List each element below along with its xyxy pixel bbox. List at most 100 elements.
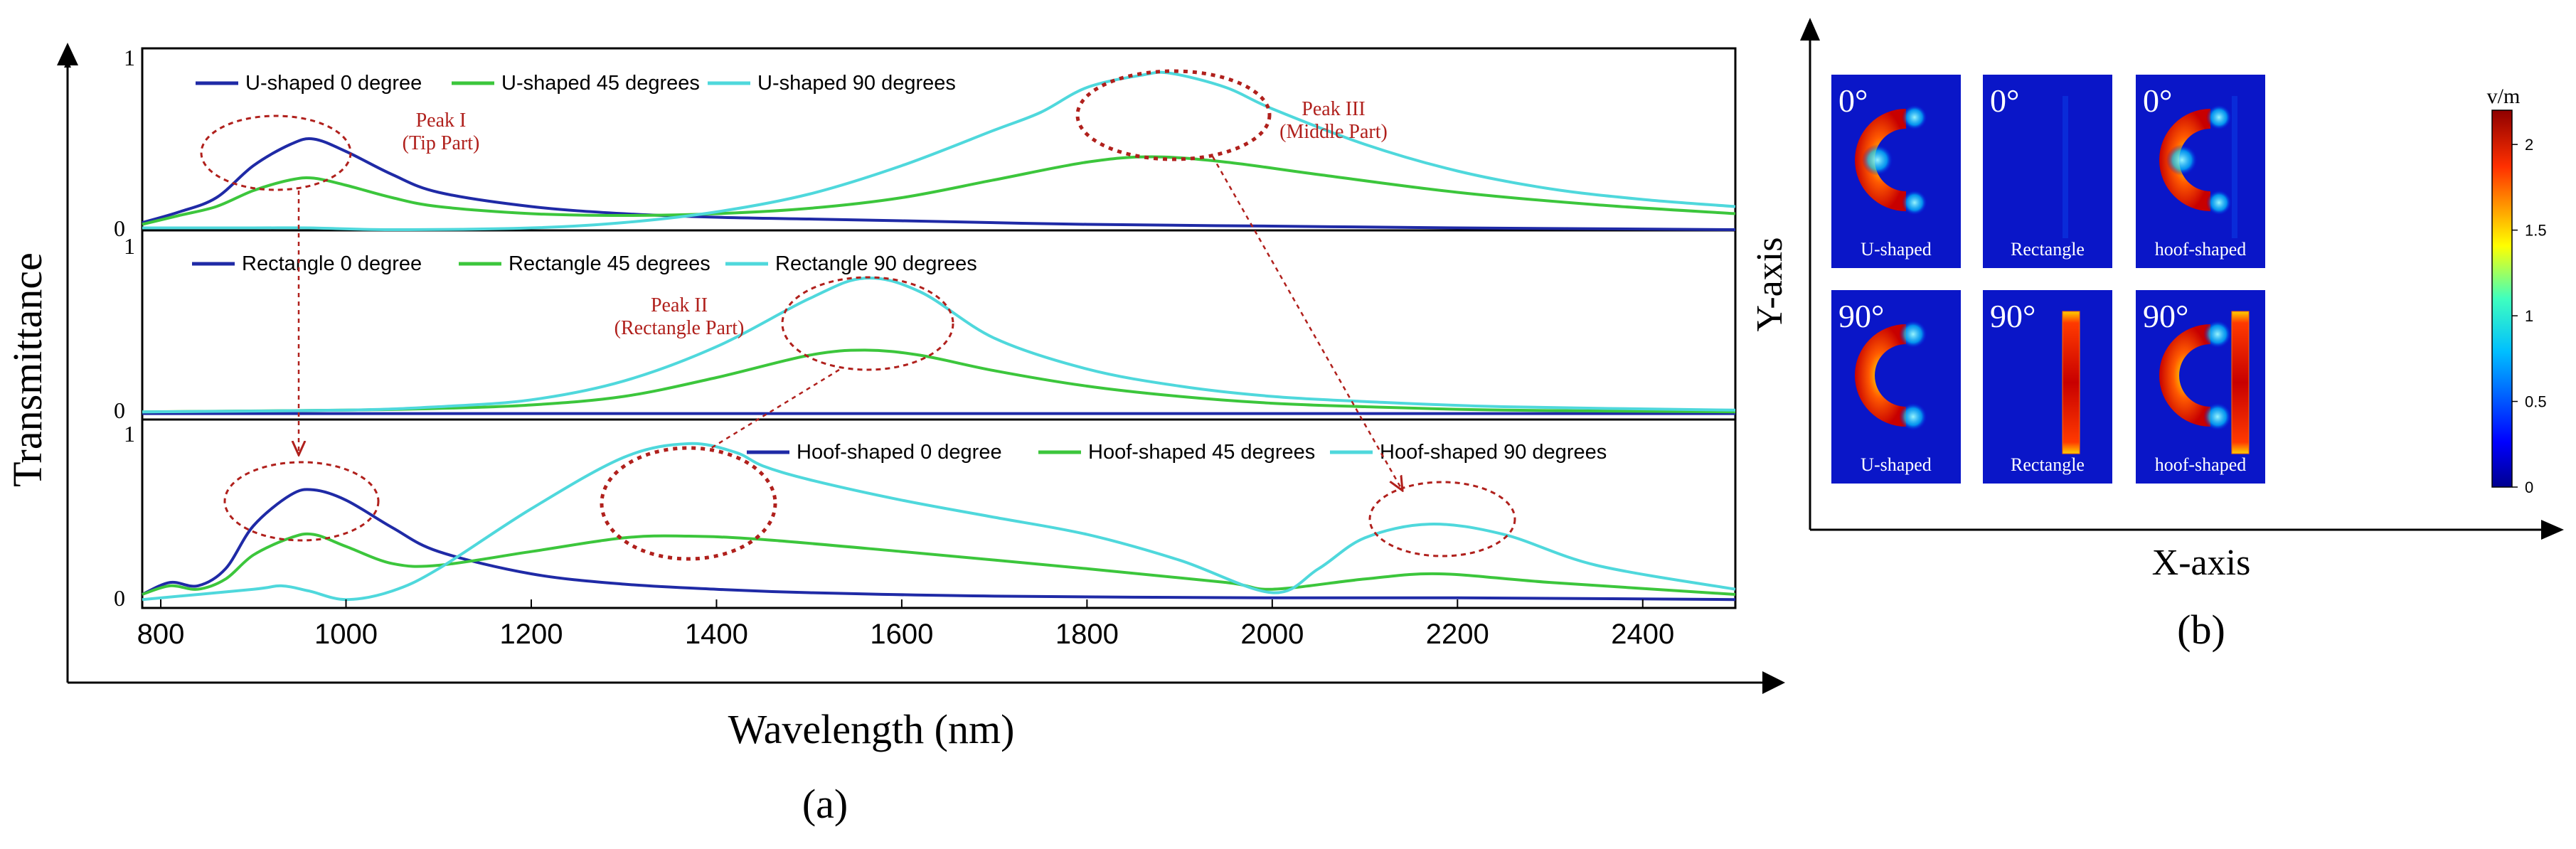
series-line-rectangle-90-degrees: [142, 276, 1736, 414]
annotations: Peak I (Tip Part) Peak II (Rectangle Part)…: [200, 69, 1516, 561]
y-axis-arrowhead-b: [1800, 18, 1820, 41]
peak-ii-ellipse-middle: [781, 276, 954, 371]
field-hotspot: [1902, 105, 1927, 130]
field-map-angle: 0°: [1990, 82, 2019, 119]
y-axis-title: Transmittance: [4, 252, 50, 487]
x-tick-label: 800: [137, 619, 185, 650]
field-c-shape: [2159, 324, 2210, 427]
peak-ii-ellipse-bottom: [600, 446, 777, 561]
legend-label: Rectangle 0 degree: [242, 252, 422, 275]
field-map-u-shaped-90: 90° U-shaped: [1831, 290, 1961, 484]
x-tick-label: 2000: [1240, 619, 1304, 650]
series-line-hoof-shaped-90-degrees: [142, 442, 1736, 602]
annotation-line: (Tip Part): [403, 132, 480, 154]
field-bar-weak: [2063, 96, 2068, 238]
series-line-hoof-shaped-45-degrees: [142, 532, 1736, 596]
panel-a-label: (a): [802, 781, 848, 827]
legend-label: Hoof-shaped 0 degree: [797, 441, 1002, 464]
field-bar-weak: [2232, 96, 2237, 238]
colorbar-tick-label: 1.5: [2525, 222, 2547, 240]
field-hotspot: [2206, 105, 2232, 130]
field-map-rectangle-90: 90° Rectangle: [1983, 290, 2112, 484]
field-map-angle: 90°: [1838, 298, 1884, 334]
colorbar-unit: v/m: [2487, 85, 2521, 108]
colorbar-tick-label: 0.5: [2525, 393, 2547, 411]
panel-b-label: (b): [2177, 607, 2225, 653]
series-line-u-shaped-90-degrees: [142, 70, 1736, 231]
legend-label: Rectangle 45 degrees: [509, 252, 710, 275]
x-axis-arrowhead: [1762, 671, 1785, 694]
field-hotspot: [2203, 320, 2232, 348]
field-map-shape-label: U-shaped: [1861, 239, 1932, 260]
y-tick-label: 0: [114, 397, 125, 423]
panel-a: U-shaped 0 degree U-shaped 45 degrees U-sh…: [4, 43, 1785, 827]
colorbar: [2491, 110, 2513, 488]
y-tick-label: 1: [124, 45, 135, 70]
legend-label: Hoof-shaped 45 degrees: [1088, 441, 1315, 464]
plot-frame: [141, 47, 1737, 609]
peak-ii-label: Peak II (Rectangle Part): [614, 294, 745, 339]
legend-label: U-shaped 45 degrees: [501, 72, 700, 95]
x-tick-label: 1800: [1055, 619, 1119, 650]
field-hotspot: [2203, 402, 2232, 431]
peak-iii-ellipse-bottom: [1368, 481, 1516, 557]
y-tick-label: 1: [124, 421, 135, 447]
field-c-shape: [1854, 324, 1906, 427]
spectra-curves: [142, 70, 1736, 602]
colorbar-tick-label: 0: [2525, 479, 2533, 496]
panel-b: 0° U-shaped 0° Rectangle 0° hoof-shaped 90° U-s…: [1750, 18, 2564, 653]
legend-label: Hoof-shaped 90 degrees: [1380, 441, 1607, 464]
field-map-hoof-shaped-0: 0° hoof-shaped: [2136, 75, 2265, 268]
field-bar: [2231, 311, 2250, 454]
field-hotspot: [2166, 144, 2198, 176]
colorbar-ticks: 0 0.5 1 1.5 2: [2512, 136, 2547, 496]
annotation-line: Peak III: [1302, 98, 1365, 120]
peak-iii-label: Peak III (Middle Part): [1279, 98, 1388, 143]
field-map-background: [1831, 75, 1961, 268]
x-axis-title: Wavelength (nm): [728, 706, 1015, 752]
field-hotspot: [1899, 320, 1927, 348]
x-tick-label: 2200: [1426, 619, 1489, 650]
series-line-hoof-shaped-0-degree: [142, 488, 1736, 602]
field-map-shape-label: Rectangle: [2011, 454, 2085, 475]
annotation-line: (Middle Part): [1279, 121, 1388, 143]
x-tick-label: 1000: [314, 619, 378, 650]
field-map-angle: 90°: [2143, 298, 2188, 334]
field-map-shape-label: Rectangle: [2011, 239, 2085, 260]
field-map-shape-label: hoof-shaped: [2155, 239, 2247, 260]
field-c-shape: [2159, 109, 2210, 211]
x-tick-label: 1600: [870, 619, 933, 650]
field-map-u-shaped-0: 0° U-shaped: [1831, 75, 1961, 268]
legend-label: Rectangle 90 degrees: [775, 252, 977, 275]
legend-label: U-shaped 0 degree: [245, 72, 422, 95]
field-map-shape-label: U-shaped: [1861, 454, 1932, 475]
peak-i-ellipse-bottom: [223, 461, 380, 542]
field-map-hoof-shaped-90: 90° hoof-shaped: [2136, 290, 2265, 484]
field-bar: [2062, 311, 2080, 454]
field-c-shape: [1855, 109, 1906, 211]
field-hotspot: [1862, 144, 1893, 176]
field-map-background: [1983, 75, 2112, 268]
field-map-background: [2136, 75, 2265, 268]
colorbar-tick-label: 1: [2525, 307, 2533, 325]
y-tick-label: 1: [124, 233, 135, 259]
y-axis-title-b: Y-axis: [1750, 237, 1790, 332]
legend-label: U-shaped 90 degrees: [757, 72, 956, 95]
field-maps: 0° U-shaped 0° Rectangle 0° hoof-shaped 90° U-s…: [1831, 75, 2265, 484]
field-map-angle: 0°: [1838, 82, 1868, 119]
field-map-rectangle-0: 0° Rectangle: [1983, 75, 2112, 268]
x-tick-label: 1200: [499, 619, 563, 650]
x-axis-title-b: X-axis: [2152, 543, 2251, 583]
x-axis-arrowhead-b: [2541, 520, 2564, 540]
x-tick-label: 2400: [1611, 619, 1674, 650]
y-axis-arrowhead: [57, 43, 78, 65]
field-hotspot: [2206, 190, 2232, 215]
series-line-u-shaped-45-degrees: [142, 155, 1736, 226]
peak-i-ellipse-top: [200, 114, 352, 191]
annotation-line: (Rectangle Part): [614, 317, 745, 339]
annotation-line: Peak I: [416, 110, 467, 132]
field-hotspot: [1902, 190, 1927, 215]
colorbar-tick-label: 2: [2525, 136, 2533, 154]
